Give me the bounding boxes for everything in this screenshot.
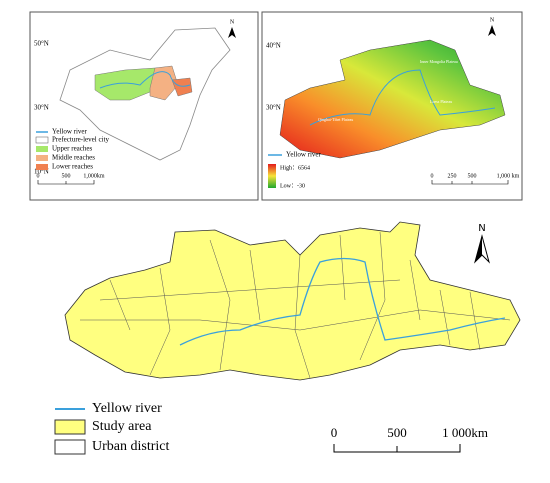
district-boundaries <box>80 231 511 379</box>
scale-label: 0 <box>331 425 338 440</box>
scale-label: 500 <box>62 173 71 179</box>
scale-bar <box>431 180 509 185</box>
legend-label: Yellow river <box>286 151 322 159</box>
north-label: N <box>490 17 495 23</box>
legend-swatch <box>54 439 86 455</box>
lat-label: 50°N <box>34 40 49 48</box>
legend-label: Low：-30 <box>280 183 305 189</box>
river <box>309 69 496 126</box>
legend-swatch <box>36 146 48 152</box>
panel-study-area: N Yellow river Study area Urban district… <box>54 221 521 455</box>
lat-label: 30°N <box>34 104 49 112</box>
legend-label: Urban district <box>92 439 169 454</box>
legend-label: Prefecture-level city <box>52 136 109 144</box>
legend-label: Lower reaches <box>52 163 93 171</box>
legend-ramp <box>268 164 276 188</box>
scale-label: 250 <box>448 173 457 179</box>
north-label: N <box>230 19 235 25</box>
legend-label: Middle reaches <box>52 154 95 162</box>
legend-label: High：6564 <box>280 165 310 171</box>
river <box>179 257 506 346</box>
study-area <box>64 221 521 381</box>
lat-label: 10°N <box>34 168 49 176</box>
legend-label: Yellow river <box>92 401 162 416</box>
scale-label: 0 <box>431 173 434 179</box>
legend-swatch <box>36 155 48 161</box>
scale-bar <box>37 180 95 185</box>
scale-label: 500 <box>387 425 407 440</box>
river <box>99 71 191 89</box>
scale-label: 0 <box>37 173 40 179</box>
legend-label: Upper reaches <box>52 145 93 153</box>
scale-label: 500 <box>468 173 477 179</box>
lat-label: 40°N <box>266 42 281 50</box>
north-arrow <box>228 27 236 38</box>
north-arrow <box>488 25 496 36</box>
legend-label: Study area <box>92 419 152 434</box>
legend-swatch <box>35 136 49 144</box>
region-label: Loess Plateau <box>430 99 452 104</box>
region-label: Inner Mongolia Plateau <box>420 59 458 64</box>
middle-reaches <box>149 65 179 101</box>
scale-label: 1,000 km <box>497 173 520 179</box>
legend-swatch <box>36 164 48 170</box>
north-arrow-fill <box>475 236 482 262</box>
panel-dem: N 40°N 30°N Inner Mongolia Plateau Loess… <box>261 11 523 201</box>
panel-china: N 50°N 30°N 10°N Yellow river Prefecture… <box>29 11 259 201</box>
lat-label: 30°N <box>266 104 281 112</box>
dem-basin <box>279 39 506 159</box>
scale-label: 1 000km <box>442 425 488 440</box>
legend-swatch <box>54 419 86 435</box>
region-label: Qinghai-Tibet Plateau <box>318 117 353 122</box>
scale-label: 1,000km <box>83 173 105 179</box>
scale-bar <box>333 444 461 453</box>
north-label: N <box>478 223 485 234</box>
lower-reaches <box>171 77 193 97</box>
legend-label: Yellow river <box>52 128 88 136</box>
